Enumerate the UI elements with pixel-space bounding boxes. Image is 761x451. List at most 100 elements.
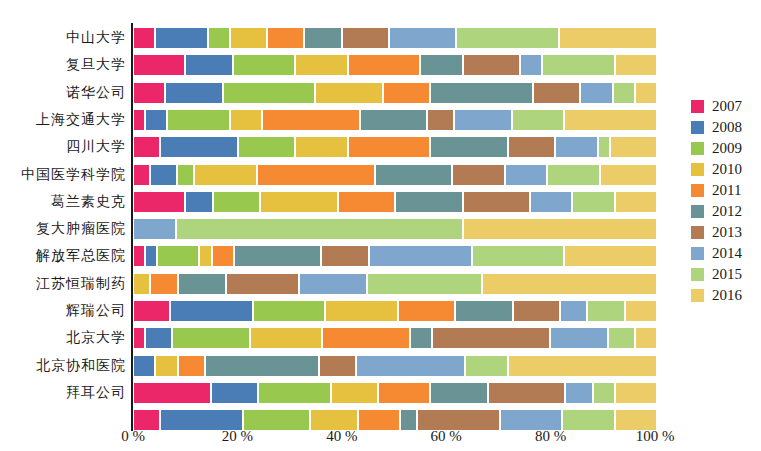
bar-row — [134, 137, 656, 157]
bar-row — [134, 356, 656, 376]
bar-segment-2014 — [549, 328, 606, 348]
bar-segment-2009 — [207, 28, 229, 48]
legend-label: 2009 — [712, 141, 742, 156]
y-axis-label: 葛兰素史克 — [0, 193, 126, 211]
bar-segment-2014 — [559, 301, 586, 321]
bar-row — [134, 328, 656, 348]
bar-segment-2015 — [597, 137, 609, 157]
x-tick-label: 20 % — [222, 428, 253, 445]
bar-row — [134, 246, 656, 266]
bar-segment-2009 — [171, 328, 249, 348]
legend-item: 2009 — [691, 141, 742, 156]
bar-segment-2007 — [134, 246, 144, 266]
bar-segment-2015 — [455, 28, 558, 48]
x-tick-label: 40 % — [326, 428, 357, 445]
bar-segment-2008 — [144, 110, 166, 130]
bar-segment-2012 — [303, 28, 340, 48]
bar-segment-2015 — [471, 246, 564, 266]
bar-segment-2013 — [426, 110, 453, 130]
y-axis-label: 复旦大学 — [0, 56, 126, 74]
bar-segment-2008 — [184, 192, 211, 212]
legend-item: 2016 — [691, 288, 742, 303]
bar-row — [134, 83, 656, 103]
bar-segment-2014 — [579, 83, 611, 103]
bar-segment-2010 — [229, 28, 266, 48]
y-axis-line — [131, 23, 133, 431]
bar-segment-2011 — [261, 110, 359, 130]
bar-row — [134, 383, 656, 403]
bar-segment-2015 — [586, 301, 623, 321]
bar-segment-2007 — [134, 301, 169, 321]
bar-segment-2014 — [504, 165, 546, 185]
y-axis-label: 江苏恒瑞制药 — [0, 275, 126, 293]
bar-segment-2014 — [388, 28, 456, 48]
bar-segment-2010 — [249, 328, 322, 348]
bar-segment-2014 — [368, 246, 471, 266]
bar-segment-2010 — [324, 301, 397, 321]
x-tick-label: 0 % — [121, 428, 145, 445]
bar-segment-2015 — [546, 165, 598, 185]
bar-segment-2013 — [487, 383, 565, 403]
legend-swatch-2008 — [691, 121, 704, 134]
bar-segment-2016 — [614, 383, 656, 403]
y-axis-label: 复大肿瘤医院 — [0, 220, 126, 238]
bar-segment-2010 — [294, 137, 346, 157]
bar-segment-2013 — [431, 328, 549, 348]
bar-segment-2008 — [159, 137, 237, 157]
bar-segment-2011 — [337, 192, 394, 212]
legend-label: 2015 — [712, 267, 742, 282]
bar-segment-2010 — [330, 383, 377, 403]
y-axis-label: 中国医学科学院 — [0, 166, 126, 184]
bar-segment-2010 — [229, 110, 261, 130]
bar-segment-2016 — [614, 55, 656, 75]
bar-segment-2008 — [164, 83, 221, 103]
bar-segment-2012 — [409, 328, 431, 348]
bar-segment-2012 — [394, 192, 462, 212]
x-tick-label: 100 % — [636, 428, 675, 445]
bar-segment-2012 — [419, 55, 461, 75]
x-tick-label: 60 % — [431, 428, 462, 445]
bar-segment-2007 — [134, 192, 184, 212]
legend-label: 2016 — [712, 288, 742, 303]
bar-segment-2016 — [599, 165, 656, 185]
bar-segment-2013 — [512, 301, 559, 321]
legend-item: 2010 — [691, 162, 742, 177]
bar-segment-2016 — [624, 301, 656, 321]
bar-segment-2012 — [204, 356, 318, 376]
bar-row — [134, 410, 656, 430]
bar-row — [134, 301, 656, 321]
stacked-bar-chart: 中山大学复旦大学诺华公司上海交通大学四川大学中国医学科学院葛兰素史克复大肿瘤医院… — [0, 0, 761, 451]
bar-segment-2010 — [154, 356, 176, 376]
bar-segment-2008 — [149, 165, 176, 185]
bar-segment-2016 — [481, 274, 656, 294]
bar-segment-2007 — [134, 28, 154, 48]
y-axis-label: 解放军总医院 — [0, 247, 126, 265]
bar-segment-2011 — [266, 28, 303, 48]
bar-segment-2012 — [177, 274, 225, 294]
bar-segment-2009 — [237, 137, 294, 157]
legend-swatch-2012 — [691, 205, 704, 218]
bar-segment-2008 — [144, 246, 156, 266]
bar-segment-2012 — [429, 383, 486, 403]
bar-segment-2008 — [134, 356, 154, 376]
legend-item: 2008 — [691, 120, 742, 135]
bar-segment-2013 — [225, 274, 298, 294]
bar-segment-2008 — [210, 383, 257, 403]
bar-row — [134, 55, 656, 75]
bar-segment-2009 — [156, 246, 198, 266]
bar-segment-2015 — [612, 83, 634, 103]
x-tick-label: 80 % — [535, 428, 566, 445]
bar-segment-2007 — [134, 83, 164, 103]
bar-segment-2010 — [198, 246, 210, 266]
bar-segment-2016 — [462, 219, 656, 239]
bar-segment-2011 — [211, 246, 233, 266]
y-axis-label: 辉瑞公司 — [0, 302, 126, 320]
bar-segment-2014 — [554, 137, 596, 157]
bar-segment-2013 — [462, 55, 519, 75]
bar-segment-2011 — [397, 301, 454, 321]
bar-segment-2009 — [257, 383, 330, 403]
legend: 2007200820092010201120122013201420152016 — [691, 99, 742, 309]
bar-segment-2014 — [564, 383, 591, 403]
legend-label: 2007 — [712, 99, 742, 114]
bar-segment-2008 — [184, 55, 231, 75]
